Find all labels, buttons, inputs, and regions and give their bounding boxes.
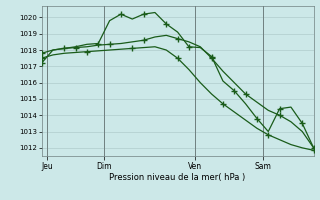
X-axis label: Pression niveau de la mer( hPa ): Pression niveau de la mer( hPa ) (109, 173, 246, 182)
